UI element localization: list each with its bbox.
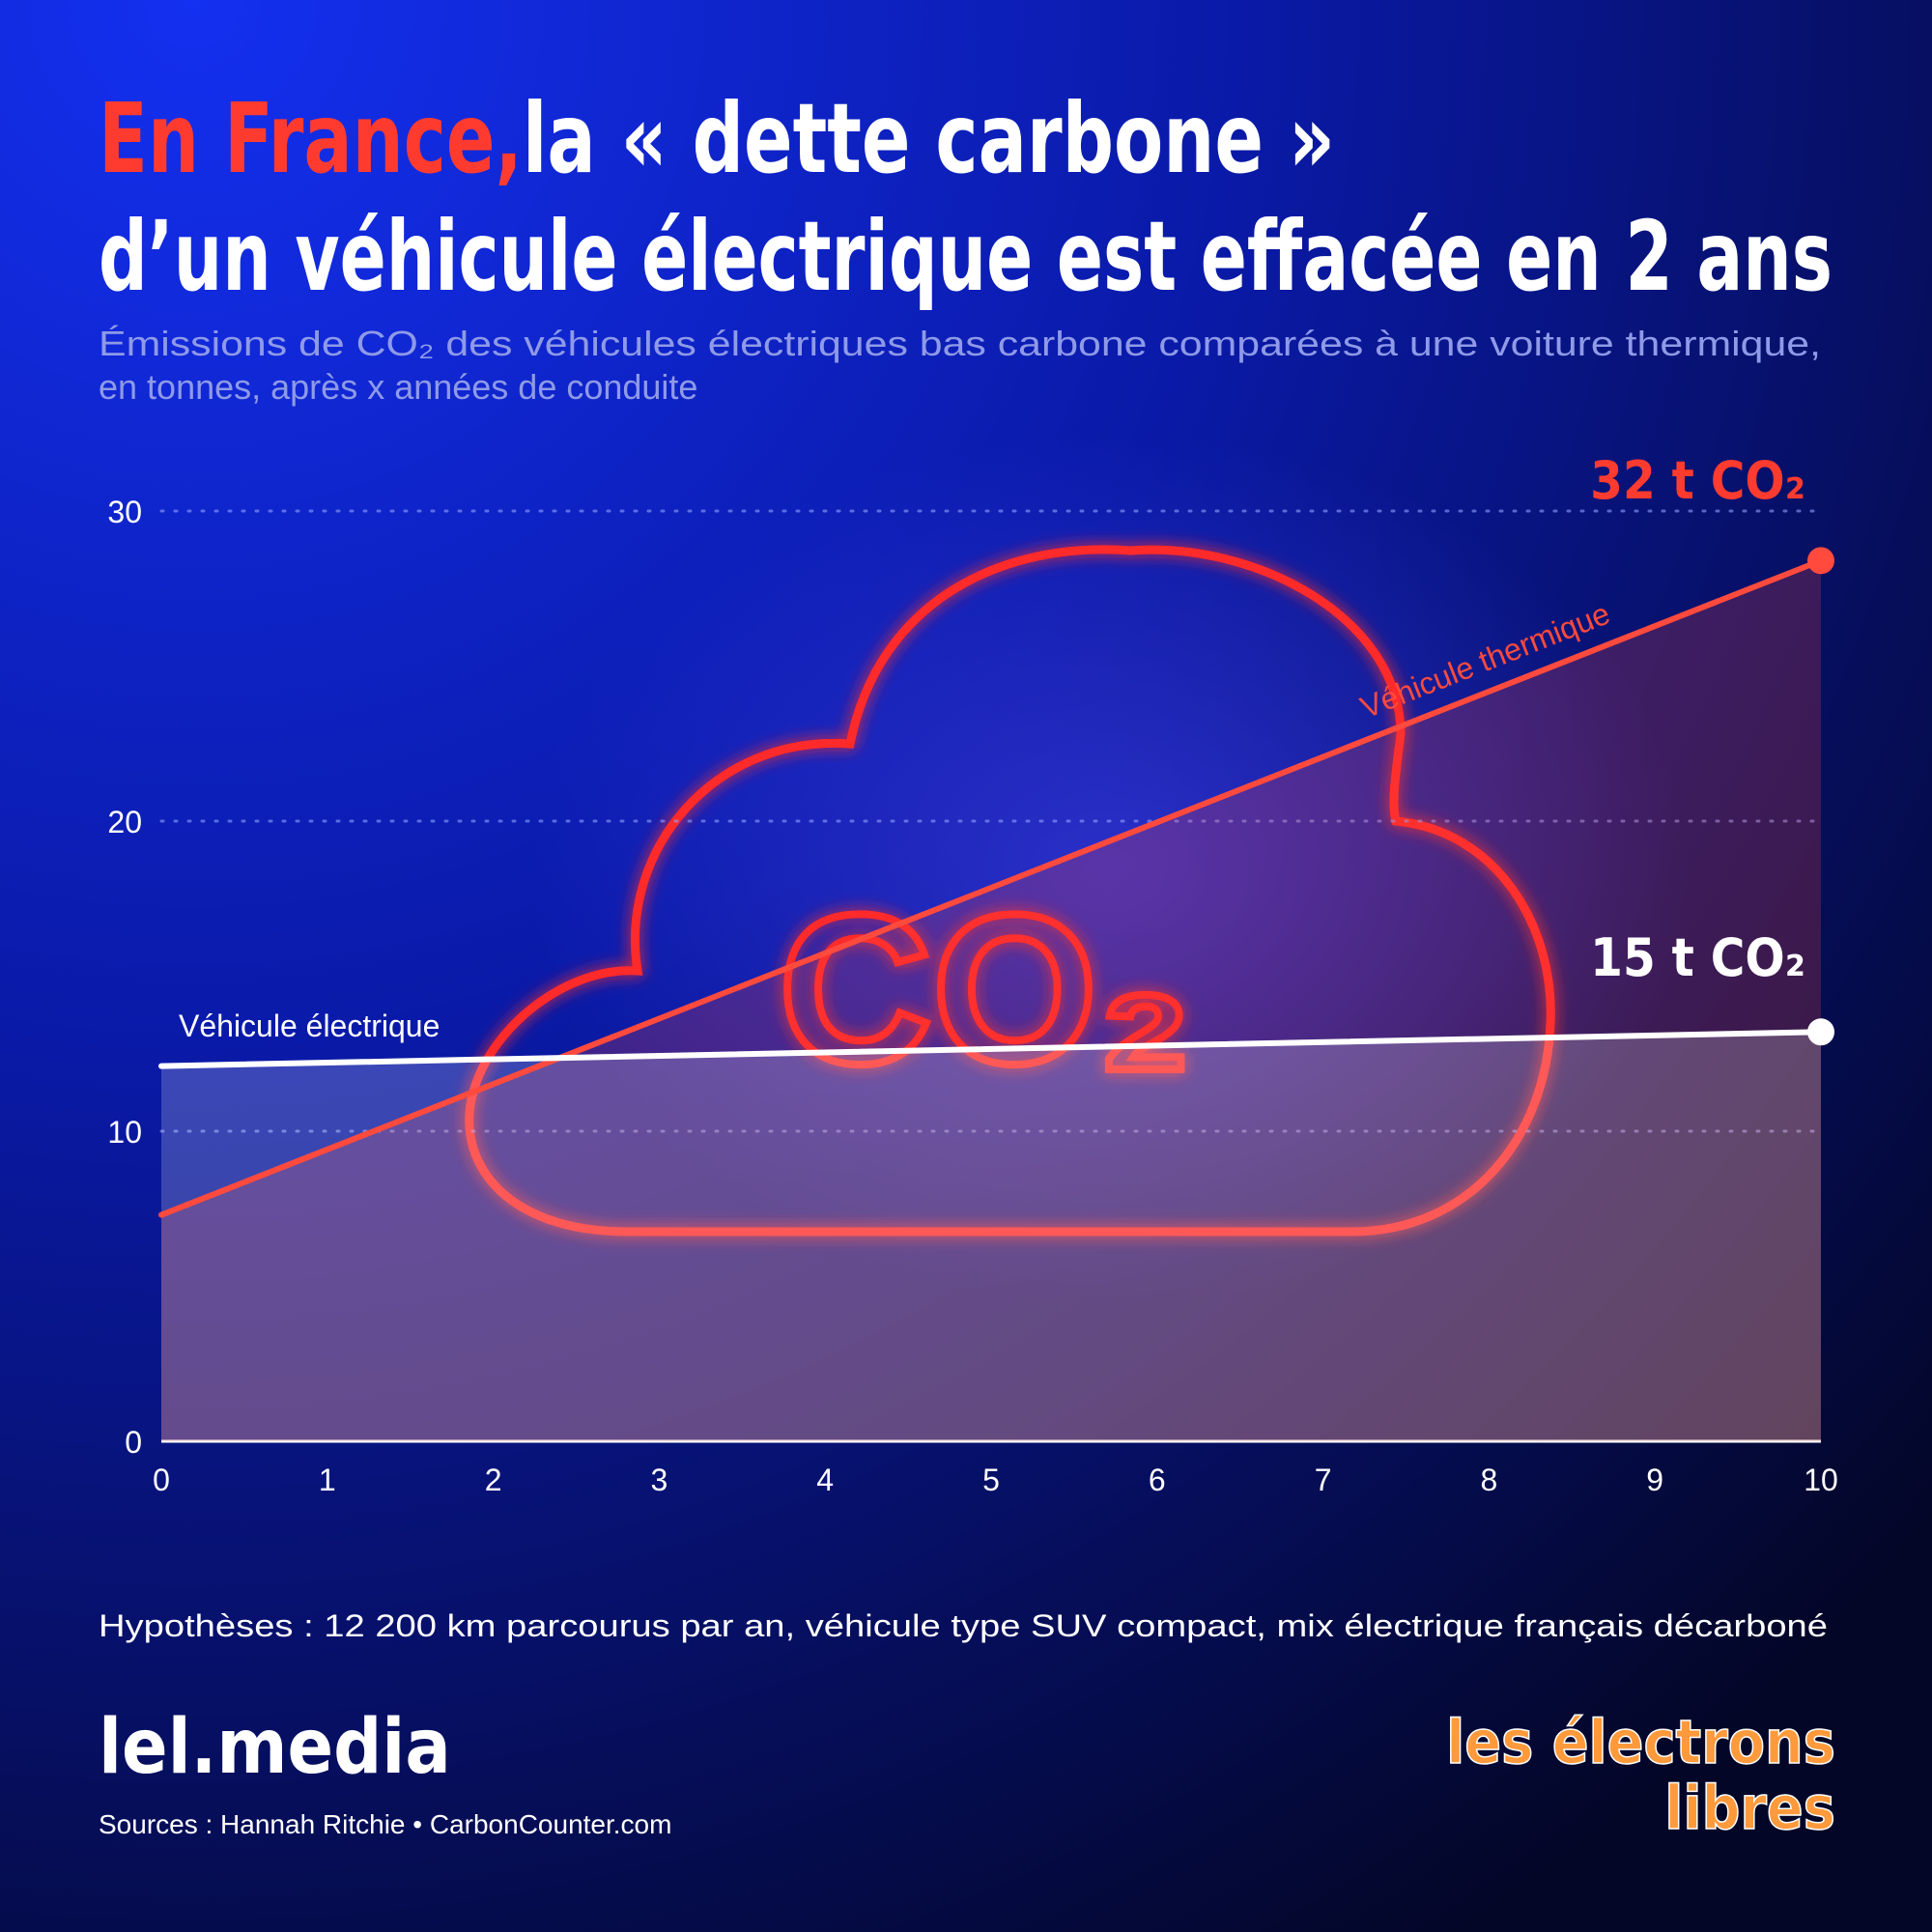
subtitle: Émissions de CO₂ des véhicules électriqu… bbox=[99, 324, 1821, 363]
title-line: la « dette carbone » bbox=[523, 82, 1335, 195]
x-tick-label: 1 bbox=[319, 1463, 336, 1497]
logo: libres bbox=[1664, 1773, 1835, 1843]
title-highlight: En France, bbox=[99, 82, 523, 195]
x-tick-label: 4 bbox=[816, 1463, 834, 1497]
brand: lel.media bbox=[99, 1704, 451, 1791]
line bbox=[158, 1029, 1824, 1069]
x-tick-label: 3 bbox=[651, 1463, 668, 1497]
annotation: 32 t CO₂ bbox=[1590, 450, 1805, 511]
cloud-outline bbox=[465, 545, 1555, 1236]
x-tick-label: 7 bbox=[1315, 1463, 1332, 1497]
cloud-label: CO₂ bbox=[779, 870, 1192, 1108]
x-tick-label: 0 bbox=[153, 1463, 170, 1497]
x-tick-label: 10 bbox=[1804, 1463, 1838, 1497]
y-tick-label: 10 bbox=[107, 1115, 142, 1150]
x-tick-label: 9 bbox=[1646, 1463, 1663, 1497]
x-tick-label: 5 bbox=[982, 1463, 1000, 1497]
title-line: d’un véhicule électrique est effacée en … bbox=[99, 200, 1833, 313]
note: Hypothèses : 12 200 km parcourus par an,… bbox=[99, 1608, 1828, 1643]
logo: les électrons bbox=[1446, 1707, 1835, 1777]
cloud-glow bbox=[531, 435, 1690, 1304]
line bbox=[158, 557, 1824, 1218]
y-tick-label: 30 bbox=[107, 495, 142, 529]
series-label: Véhicule électrique bbox=[179, 1009, 440, 1043]
end-point bbox=[1807, 547, 1834, 575]
x-tick-label: 6 bbox=[1149, 1463, 1166, 1497]
subtitle: en tonnes, après x années de conduite bbox=[99, 367, 697, 407]
annotation: 15 t CO₂ bbox=[1590, 927, 1805, 988]
x-tick-label: 8 bbox=[1481, 1463, 1498, 1497]
end-point bbox=[1807, 1018, 1834, 1046]
chart-title: En France,la « dette carbone » bbox=[99, 82, 1335, 195]
area bbox=[161, 560, 1821, 1441]
x-tick-label: 2 bbox=[485, 1463, 502, 1497]
y-tick-label: 0 bbox=[125, 1425, 142, 1460]
area bbox=[161, 1032, 1821, 1441]
sources: Sources : Hannah Ritchie • CarbonCounter… bbox=[99, 1809, 671, 1839]
y-tick-label: 20 bbox=[107, 805, 142, 839]
